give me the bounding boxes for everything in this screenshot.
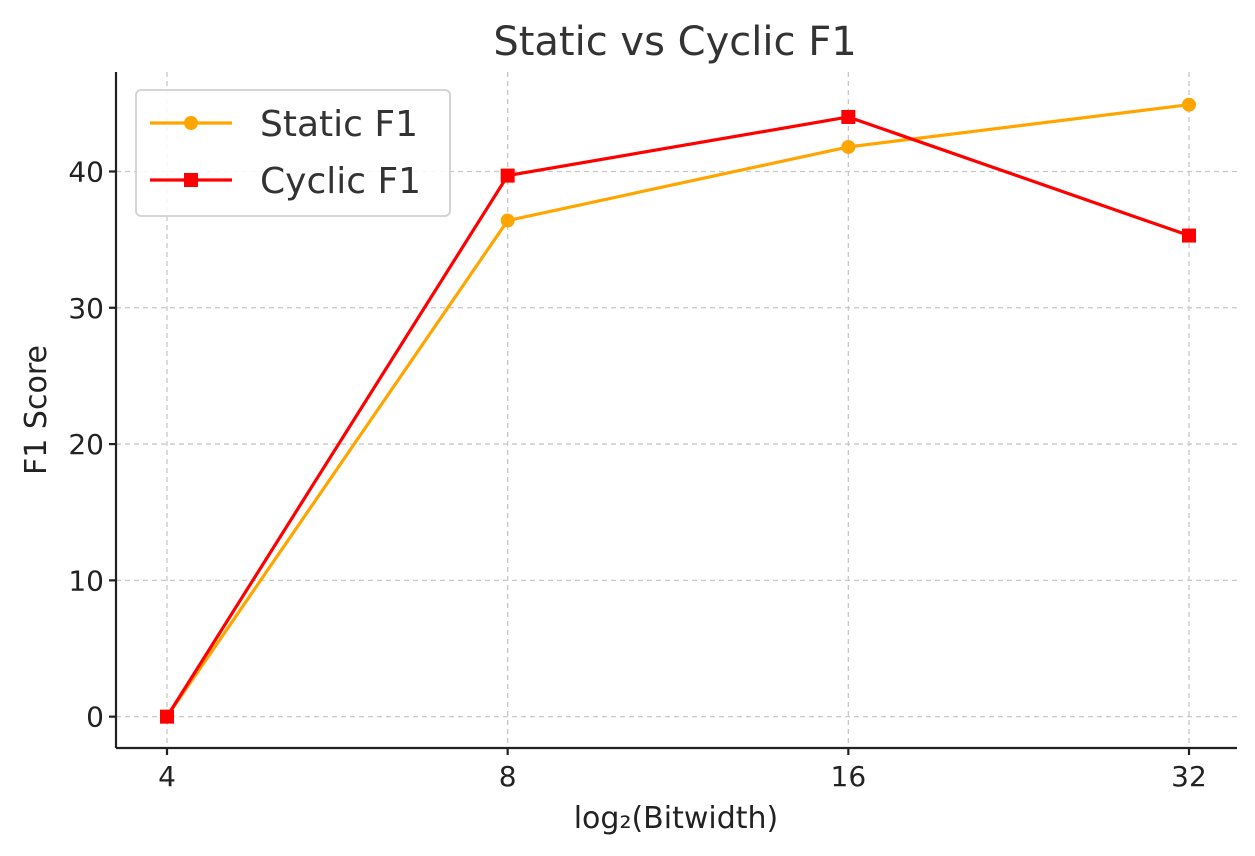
grid bbox=[116, 72, 1237, 748]
series-cyclic-f1 bbox=[160, 109, 1196, 724]
data-point-cyclic-f1-4 bbox=[160, 709, 174, 724]
y-tick-label-10: 10 bbox=[68, 564, 104, 597]
y-tick-label-0: 0 bbox=[86, 701, 104, 734]
legend-label-static-f1: Static F1 bbox=[260, 104, 418, 145]
legend: Static F1 Cyclic F1 bbox=[135, 89, 451, 217]
x-tick-label-16: 16 bbox=[831, 760, 867, 793]
legend-item-cyclic-f1: Cyclic F1 bbox=[150, 161, 421, 202]
x-tick-label-4: 4 bbox=[158, 760, 176, 793]
y-tick-label-20: 20 bbox=[68, 428, 104, 461]
tick-labels: 4 8 16 32 0 10 20 30 40 bbox=[68, 155, 1206, 793]
data-point-cyclic-f1-8 bbox=[500, 168, 515, 183]
series-layer bbox=[160, 97, 1196, 724]
legend-marker-cyclic-f1 bbox=[184, 173, 198, 187]
series-line-cyclic-f1 bbox=[165, 115, 1190, 718]
series-line-static-f1 bbox=[165, 103, 1190, 718]
x-axis-label: log₂(Bitwidth) bbox=[574, 801, 779, 836]
x-tick-label-32: 32 bbox=[1171, 760, 1207, 793]
data-point-static-f1-32 bbox=[1182, 97, 1196, 112]
x-tick-label-8: 8 bbox=[499, 760, 517, 793]
y-tick-label-30: 30 bbox=[68, 292, 104, 325]
legend-marker-static-f1 bbox=[184, 116, 198, 130]
data-point-cyclic-f1-16 bbox=[841, 109, 856, 124]
legend-item-static-f1: Static F1 bbox=[150, 104, 418, 145]
y-tick-label-40: 40 bbox=[68, 155, 104, 188]
data-point-cyclic-f1-32 bbox=[1182, 228, 1196, 243]
legend-label-cyclic-f1: Cyclic F1 bbox=[260, 161, 421, 202]
axes bbox=[114, 72, 1237, 750]
data-point-static-f1-16 bbox=[841, 139, 856, 154]
chart-title: Static vs Cyclic F1 bbox=[493, 19, 856, 65]
data-point-static-f1-8 bbox=[500, 213, 515, 228]
y-axis-label: F1 Score bbox=[19, 345, 54, 475]
